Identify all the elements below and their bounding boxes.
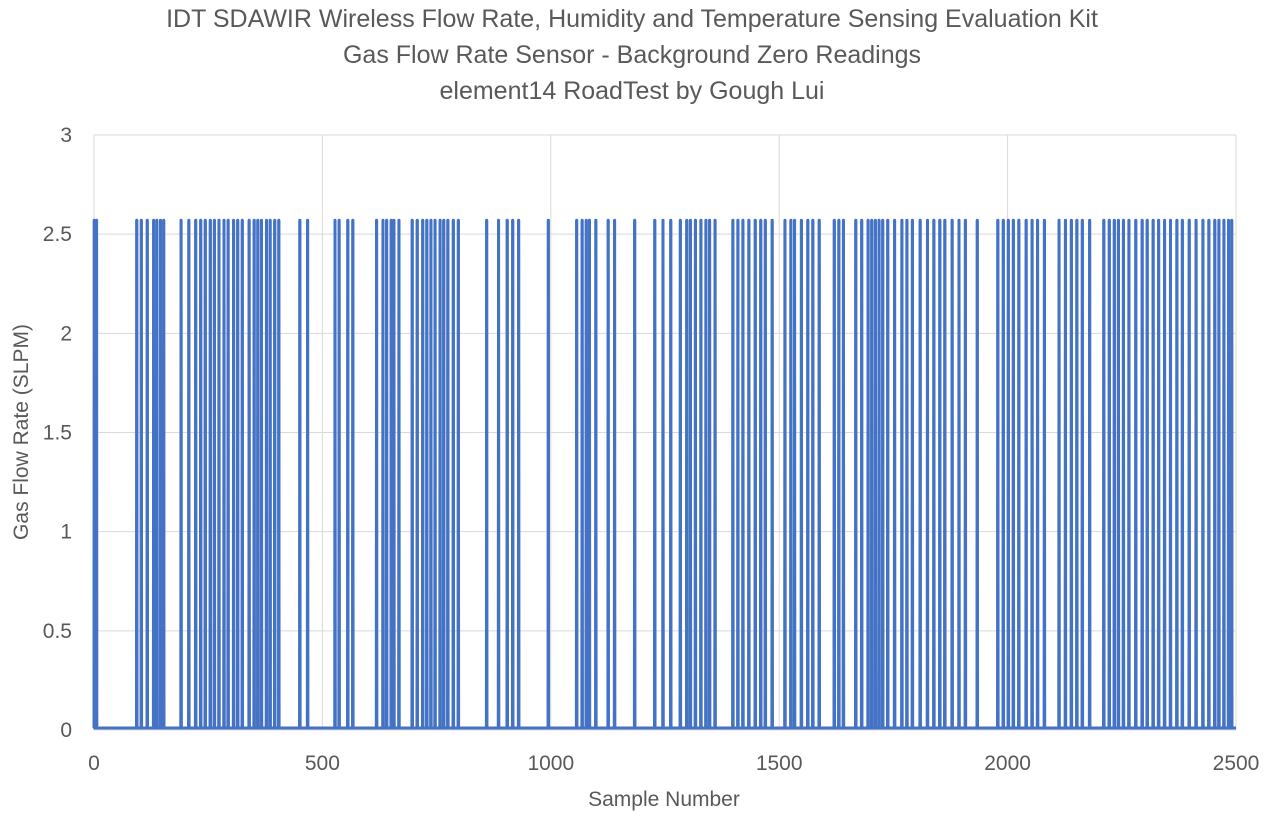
y-tick-label: 1 <box>60 521 72 544</box>
x-tick-label: 500 <box>305 752 340 775</box>
chart-title-line-3: element14 RoadTest by Gough Lui <box>440 77 825 105</box>
y-tick-label: 1.5 <box>43 422 72 445</box>
y-tick-label: 2 <box>60 322 72 345</box>
y-tick-label: 2.5 <box>43 223 72 246</box>
x-tick-label: 2500 <box>1213 752 1260 775</box>
plot-area <box>92 218 1236 730</box>
x-tick-label: 0 <box>88 752 100 775</box>
x-tick-label: 2000 <box>984 752 1031 775</box>
x-axis-label: Sample Number <box>588 788 740 811</box>
chart-title-line-2: Gas Flow Rate Sensor - Background Zero R… <box>343 41 921 69</box>
y-axis-label: Gas Flow Rate (SLPM) <box>10 324 33 540</box>
x-tick-label: 1000 <box>527 752 574 775</box>
y-tick-label: 0 <box>60 719 72 742</box>
y-tick-label: 0.5 <box>43 620 72 643</box>
chart-title: IDT SDAWIR Wireless Flow Rate, Humidity … <box>166 5 1098 105</box>
x-tick-label: 1500 <box>756 752 803 775</box>
x-axis-ticks: 0 500 1000 1500 2000 2500 <box>88 752 1259 775</box>
y-tick-label: 3 <box>60 124 72 147</box>
y-axis-ticks: 0 0.5 1 1.5 2 2.5 3 <box>43 124 72 742</box>
chart-title-line-1: IDT SDAWIR Wireless Flow Rate, Humidity … <box>166 5 1098 33</box>
series-line <box>92 218 1236 730</box>
